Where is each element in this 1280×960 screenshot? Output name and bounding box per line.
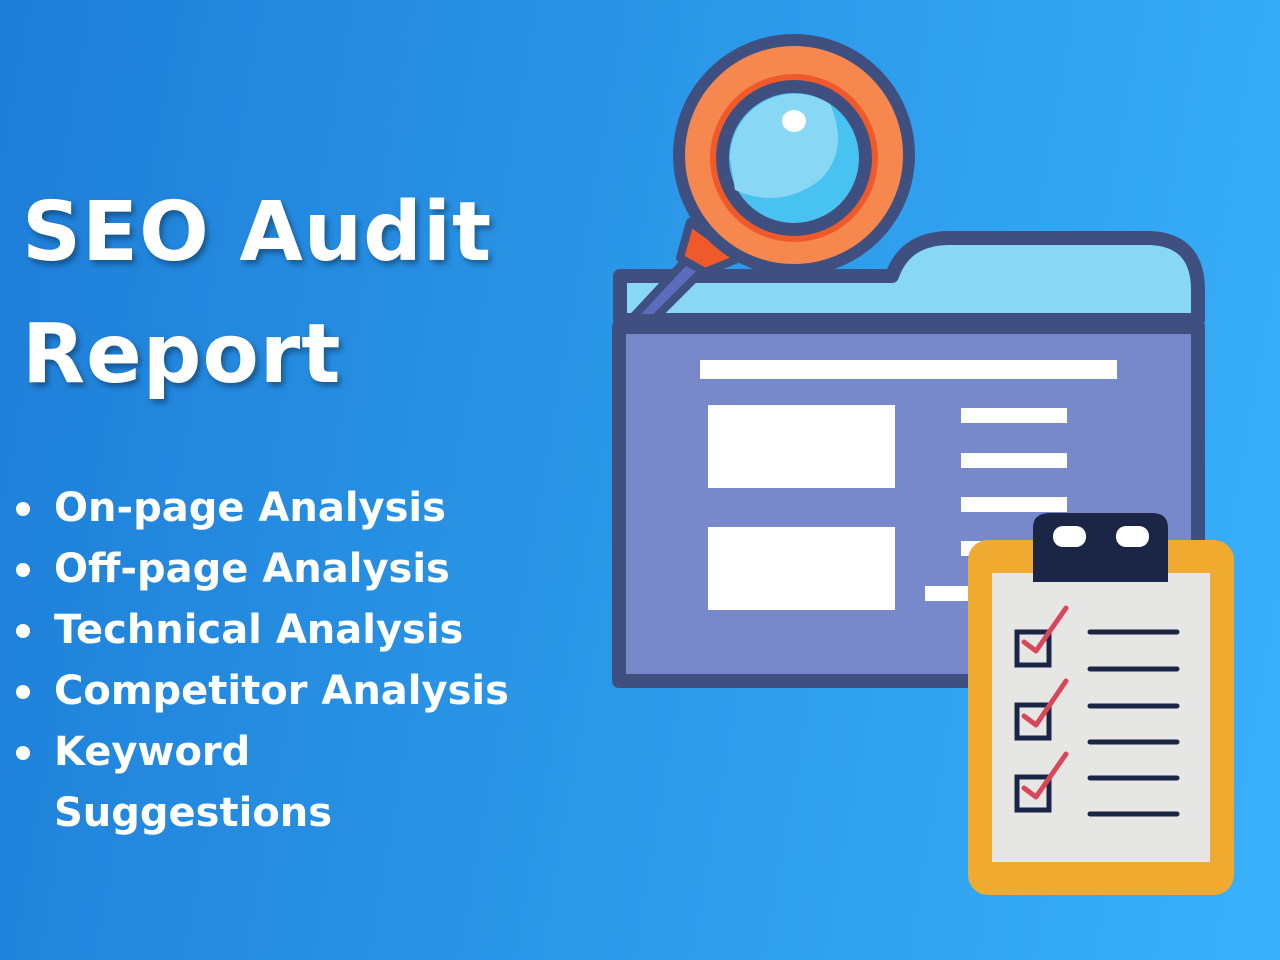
list-item: Technical Analysis <box>14 600 524 661</box>
list-item: Off-page Analysis <box>14 539 524 600</box>
list-item: On-page Analysis <box>14 478 524 539</box>
feature-label: On-page Analysis <box>54 485 446 531</box>
bullet-icon <box>16 746 30 760</box>
feature-label: Technical Analysis <box>54 607 464 653</box>
page-title: SEO Audit Report <box>22 172 492 416</box>
feature-list: On-page Analysis Off-page Analysis Techn… <box>14 478 524 844</box>
checklist-clipboard-icon <box>968 513 1234 895</box>
list-item: Keyword Suggestions <box>14 722 354 844</box>
feature-label: Off-page Analysis <box>54 546 450 592</box>
list-item: Competitor Analysis <box>14 661 524 722</box>
title-line-1: SEO Audit <box>22 185 493 280</box>
bullet-icon <box>16 563 30 577</box>
bullet-icon <box>16 685 30 699</box>
title-line-2: Report <box>22 307 342 402</box>
bullet-icon <box>16 624 30 638</box>
bullet-icon <box>16 502 30 516</box>
magnifying-glass-icon <box>628 34 915 322</box>
feature-label: Competitor Analysis <box>54 668 509 714</box>
feature-label: Keyword Suggestions <box>54 729 333 836</box>
